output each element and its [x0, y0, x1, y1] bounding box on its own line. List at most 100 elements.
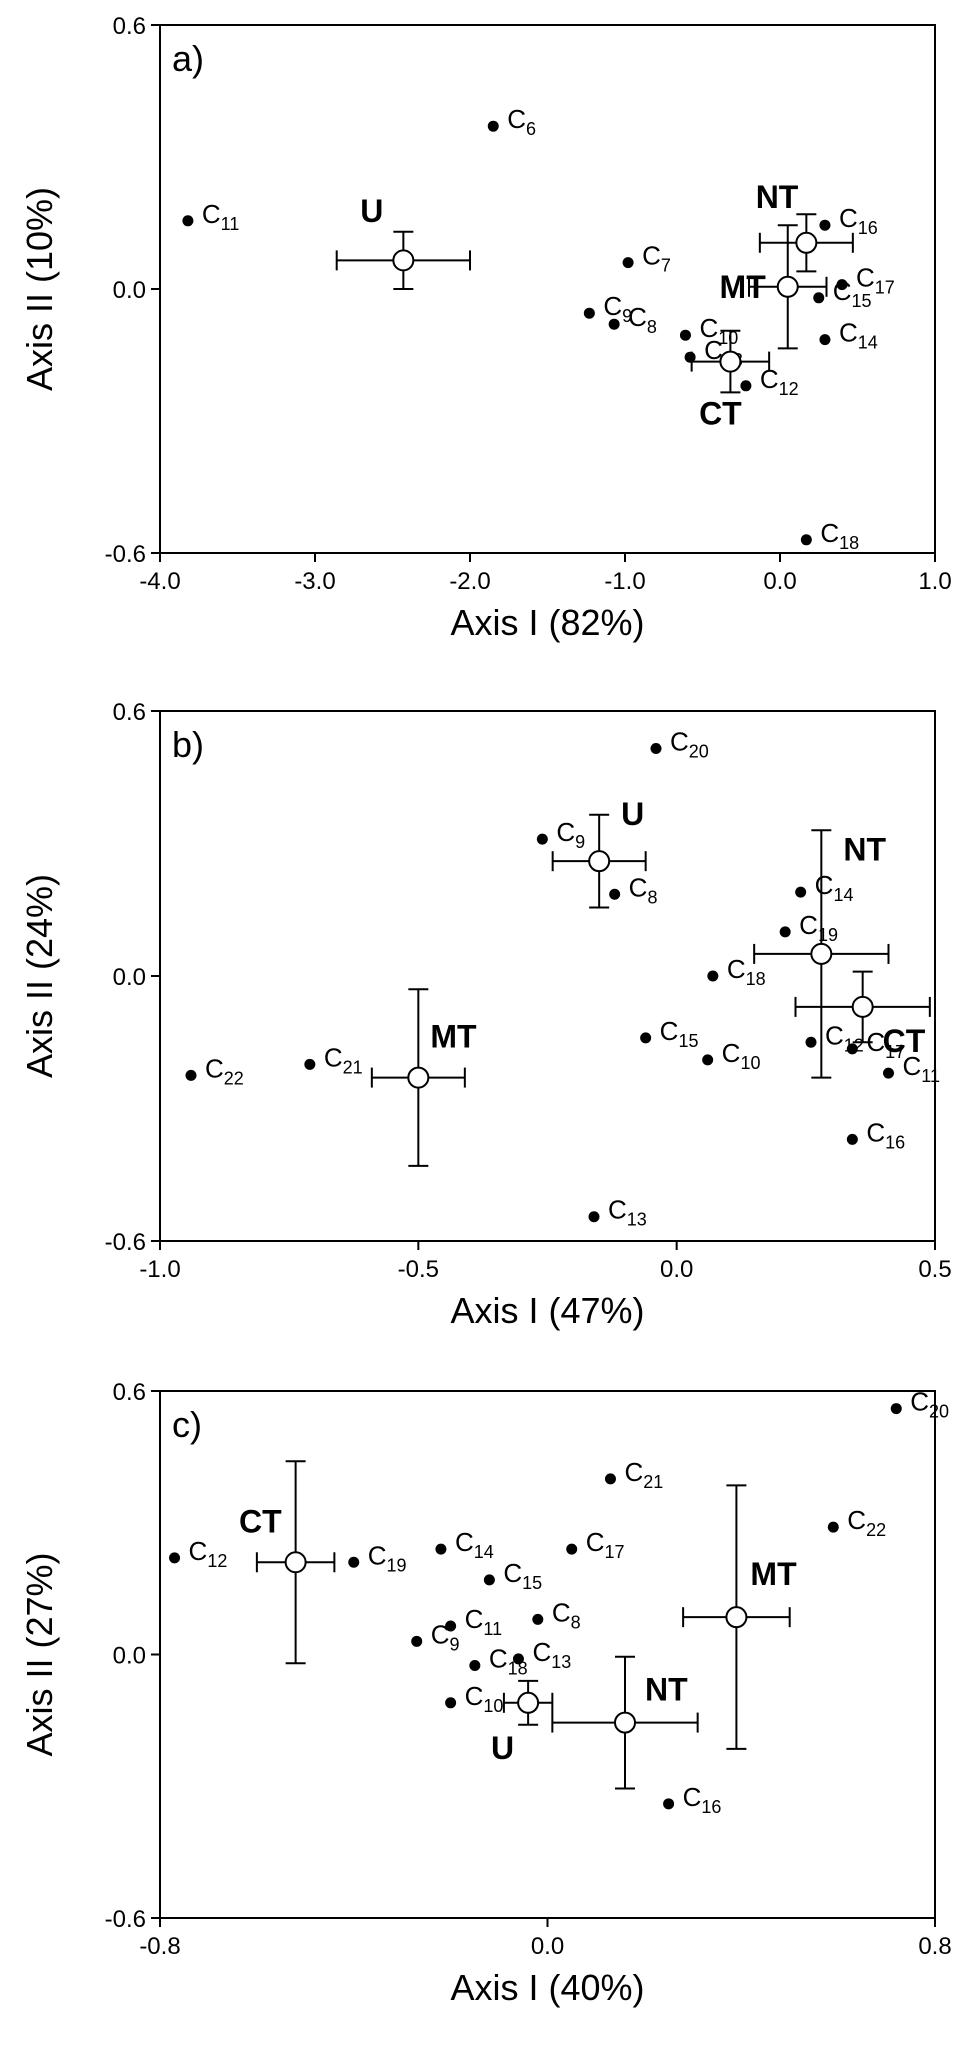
point-label-c10: C10	[699, 313, 738, 348]
point-label-c18: C18	[489, 1643, 528, 1678]
plot-frame	[159, 710, 936, 1242]
point-c8	[609, 888, 621, 900]
point-label-c15: C15	[503, 1558, 542, 1593]
y-tick-label: 0.0	[113, 964, 146, 991]
point-label-c14: C14	[815, 870, 854, 905]
point-label-c12: C12	[760, 364, 799, 399]
point-label-c12: C12	[189, 1536, 228, 1571]
point-c16	[819, 219, 831, 231]
treatment-ct: CT	[690, 329, 771, 431]
point-c12	[805, 1036, 817, 1048]
point-c14	[819, 334, 831, 346]
point-label-c6: C6	[507, 104, 536, 139]
point-label-c9: C9	[556, 817, 585, 852]
treatment-label: U	[491, 1730, 514, 1766]
point-label-c15: C15	[660, 1016, 699, 1051]
point-c18	[800, 534, 812, 546]
y-tick-label: 0.0	[113, 277, 146, 304]
treatment-marker	[392, 249, 415, 272]
point-label-c20: C20	[910, 1387, 949, 1422]
point-c10	[445, 1697, 457, 1709]
treatment-mt: MT	[370, 988, 477, 1167]
point-c13	[512, 1653, 524, 1665]
treatment-label: MT	[750, 1556, 797, 1592]
y-tick-label: -0.6	[105, 541, 146, 568]
point-c8	[608, 318, 620, 330]
plot-frame	[159, 24, 936, 554]
point-label-c19: C19	[799, 910, 838, 945]
point-label-c14: C14	[839, 318, 878, 353]
y-axis-label: Axis II (27%)	[19, 1552, 60, 1756]
x-tick-label: 0.0	[763, 568, 796, 595]
y-tick-label: 0.6	[113, 13, 146, 40]
point-label-c19: C19	[368, 1540, 407, 1575]
point-c17	[846, 1043, 858, 1055]
point-c15	[483, 1574, 495, 1586]
y-tick-label: -0.6	[105, 1906, 146, 1933]
y-tick-label: 0.0	[113, 1643, 146, 1670]
point-label-c16: C16	[683, 1782, 722, 1817]
treatment-label: U	[360, 193, 383, 229]
point-c14	[435, 1543, 447, 1555]
point-c11	[883, 1067, 894, 1079]
x-tick-label: 0.8	[918, 1933, 951, 1960]
point-label-c11: C11	[903, 1051, 940, 1086]
panel-label: b)	[172, 724, 204, 765]
point-label-c11: C11	[202, 199, 239, 234]
treatment-label: MT	[430, 1019, 477, 1055]
treatment-label: NT	[756, 179, 799, 215]
point-c9	[536, 833, 548, 845]
treatment-nt: NT	[756, 179, 854, 273]
point-label-c13: C13	[608, 1195, 647, 1230]
treatment-nt: NT	[753, 829, 890, 1079]
treatment-label: MT	[720, 269, 767, 305]
point-label-c14: C14	[455, 1527, 494, 1562]
treatment-label: CT	[699, 395, 742, 431]
point-label-c10: C10	[722, 1038, 761, 1073]
treatment-ct: CT	[794, 970, 931, 1059]
treatment-marker	[851, 995, 874, 1018]
x-tick-label: -3.0	[294, 568, 335, 595]
point-label-c8: C8	[629, 872, 658, 907]
point-label-c21: C21	[324, 1042, 363, 1077]
point-c18	[707, 970, 719, 982]
treatment-mt: MT	[720, 224, 828, 350]
point-c9	[583, 307, 595, 319]
point-c8	[532, 1613, 544, 1625]
point-c15	[813, 292, 825, 304]
x-axis-label: Axis I (47%)	[450, 1290, 644, 1331]
point-label-c7: C7	[642, 241, 671, 276]
treatment-nt: NT	[551, 1655, 699, 1790]
treatment-marker	[284, 1551, 307, 1574]
y-tick-label: -0.6	[105, 1229, 146, 1256]
point-label-c13: C13	[532, 1637, 571, 1672]
point-label-c18: C18	[727, 954, 766, 989]
y-tick-label: 0.6	[113, 699, 146, 726]
treatment-marker	[776, 275, 799, 298]
x-tick-label: 0.0	[531, 1933, 564, 1960]
treatment-ct: CT	[239, 1460, 336, 1665]
point-c7	[622, 257, 634, 269]
y-tick-label: 0.6	[113, 1379, 146, 1406]
point-c15	[640, 1032, 652, 1044]
x-axis-label: Axis I (82%)	[450, 602, 644, 643]
treatment-marker	[725, 1606, 748, 1629]
point-c11	[445, 1620, 457, 1632]
point-c20	[650, 743, 662, 755]
point-label-c8: C8	[552, 1597, 581, 1632]
treatment-label: CT	[883, 1023, 926, 1059]
treatment-label: NT	[843, 831, 886, 867]
point-label-c16: C16	[866, 1117, 905, 1152]
treatment-marker	[810, 942, 833, 965]
point-c17	[836, 279, 848, 291]
x-axis-label: Axis I (40%)	[450, 1967, 644, 2008]
point-label-c16: C16	[839, 203, 878, 238]
x-tick-label: -2.0	[449, 568, 490, 595]
point-c13	[588, 1211, 600, 1223]
point-c14	[795, 886, 807, 898]
treatment-u: U	[335, 193, 471, 290]
treatment-u: U	[551, 796, 647, 909]
panel-label: c)	[172, 1404, 202, 1445]
x-tick-label: -0.5	[398, 1256, 439, 1283]
point-c6	[487, 120, 499, 132]
